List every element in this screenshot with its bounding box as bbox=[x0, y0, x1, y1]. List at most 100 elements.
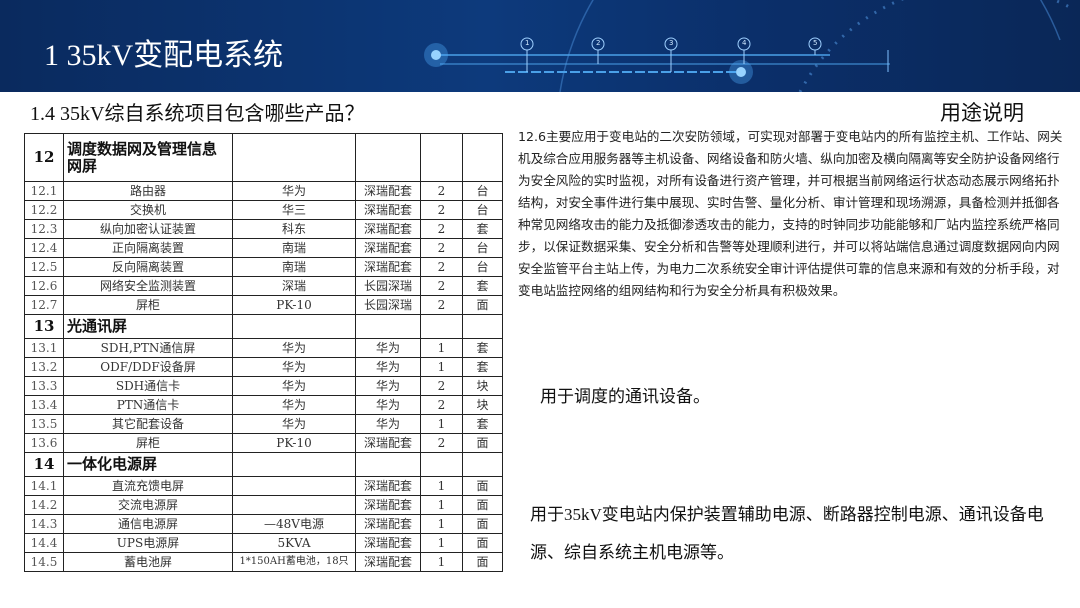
cell-u: 套 bbox=[462, 414, 503, 434]
cell-nm: 正向隔离装置 bbox=[63, 238, 233, 258]
cell-n: 14.1 bbox=[24, 476, 64, 496]
cell-u: 台 bbox=[462, 238, 503, 258]
cell-nm: 交流电源屏 bbox=[63, 495, 233, 515]
cell-br: 5KVA bbox=[232, 533, 356, 553]
section-row: 14 一体化电源屏 bbox=[24, 452, 503, 477]
cell-sp: 长园深瑞 bbox=[355, 295, 421, 315]
node-label: 2 bbox=[596, 39, 601, 47]
cell-n: 13.3 bbox=[24, 376, 64, 396]
table-row: 12.4 正向隔离装置 南瑞 深瑞配套 2 台 bbox=[24, 238, 503, 258]
cell-nm: 路由器 bbox=[63, 181, 233, 201]
cell-br bbox=[232, 476, 356, 496]
cell-u: 面 bbox=[462, 433, 503, 453]
cell-n: 12.2 bbox=[24, 200, 64, 220]
cell-nm: 交换机 bbox=[63, 200, 233, 220]
cell-sp: 深瑞配套 bbox=[355, 257, 421, 277]
cell-br: PK-10 bbox=[232, 433, 356, 453]
table-row: 13.6 屏柜 PK-10 深瑞配套 2 面 bbox=[24, 433, 503, 453]
usage-heading: 用途说明 bbox=[940, 101, 1024, 125]
cell-nm: 屏柜 bbox=[63, 433, 233, 453]
cell-u: 块 bbox=[462, 395, 503, 415]
cell-n: 12.1 bbox=[24, 181, 64, 201]
table-row: 13.1 SDH,PTN通信屏 华为 华为 1 套 bbox=[24, 338, 503, 358]
section-name: 一体化电源屏 bbox=[63, 452, 233, 477]
cell-sp: 深瑞配套 bbox=[355, 181, 421, 201]
empty-cell bbox=[355, 133, 421, 182]
cell-q: 1 bbox=[420, 495, 463, 515]
cell-br: 深瑞 bbox=[232, 276, 356, 296]
cell-u: 台 bbox=[462, 257, 503, 277]
cell-br: 南瑞 bbox=[232, 238, 356, 258]
cell-n: 12.4 bbox=[24, 238, 64, 258]
cell-q: 2 bbox=[420, 395, 463, 415]
cell-sp: 深瑞配套 bbox=[355, 200, 421, 220]
table-row: 14.1 直流充馈电屏 深瑞配套 1 面 bbox=[24, 476, 503, 496]
cell-sp: 深瑞配套 bbox=[355, 238, 421, 258]
cell-sp: 长园深瑞 bbox=[355, 276, 421, 296]
cell-n: 13.4 bbox=[24, 395, 64, 415]
empty-cell bbox=[355, 452, 421, 477]
cell-q: 2 bbox=[420, 276, 463, 296]
section-row: 12 调度数据网及管理信息网屏 bbox=[24, 133, 503, 182]
empty-cell bbox=[462, 133, 503, 182]
cell-n: 14.2 bbox=[24, 495, 64, 515]
empty-cell bbox=[420, 133, 463, 182]
empty-cell bbox=[420, 452, 463, 477]
cell-sp: 深瑞配套 bbox=[355, 514, 421, 534]
table-row: 12.5 反向隔离装置 南瑞 深瑞配套 2 台 bbox=[24, 257, 503, 277]
cell-sp: 华为 bbox=[355, 376, 421, 396]
cell-nm: SDH,PTN通信屏 bbox=[63, 338, 233, 358]
table-row: 13.2 ODF/DDF设备屏 华为 华为 1 套 bbox=[24, 357, 503, 377]
power-description: 用于35kV变电站内保护装置辅助电源、断路器控制电源、通讯设备电源、综自系统主机… bbox=[530, 505, 1044, 562]
empty-cell bbox=[232, 314, 356, 339]
empty-cell bbox=[420, 314, 463, 339]
cell-nm: ODF/DDF设备屏 bbox=[63, 357, 233, 377]
empty-cell bbox=[462, 314, 503, 339]
cell-n: 14.3 bbox=[24, 514, 64, 534]
cell-q: 2 bbox=[420, 238, 463, 258]
cell-br: 华为 bbox=[232, 181, 356, 201]
section-name: 调度数据网及管理信息网屏 bbox=[63, 133, 233, 182]
cell-u: 面 bbox=[462, 476, 503, 496]
cell-br: 华为 bbox=[232, 414, 356, 434]
cell-nm: 纵向加密认证装置 bbox=[63, 219, 233, 239]
cell-u: 套 bbox=[462, 219, 503, 239]
cell-n: 13.2 bbox=[24, 357, 64, 377]
cell-sp: 华为 bbox=[355, 338, 421, 358]
cell-sp: 华为 bbox=[355, 414, 421, 434]
cell-sp: 深瑞配套 bbox=[355, 552, 421, 572]
cell-q: 2 bbox=[420, 295, 463, 315]
cell-q: 2 bbox=[420, 376, 463, 396]
table-row: 14.3 通信电源屏 —48V电源 深瑞配套 1 面 bbox=[24, 514, 503, 534]
table-row: 14.2 交流电源屏 深瑞配套 1 面 bbox=[24, 495, 503, 515]
cell-n: 14.5 bbox=[24, 552, 64, 572]
cell-sp: 深瑞配套 bbox=[355, 495, 421, 515]
cell-q: 1 bbox=[420, 357, 463, 377]
cell-q: 1 bbox=[420, 552, 463, 572]
cell-nm: 其它配套设备 bbox=[63, 414, 233, 434]
cell-br: 南瑞 bbox=[232, 257, 356, 277]
cell-br: 1*150AH蓄电池，18只 bbox=[232, 552, 356, 572]
cell-nm: 蓄电池屏 bbox=[63, 552, 233, 572]
cell-n: 13.1 bbox=[24, 338, 64, 358]
cell-n: 12.7 bbox=[24, 295, 64, 315]
table-row: 13.4 PTN通信卡 华为 华为 2 块 bbox=[24, 395, 503, 415]
cell-br: PK-10 bbox=[232, 295, 356, 315]
cell-n: 12.5 bbox=[24, 257, 64, 277]
table-row: 14.4 UPS电源屏 5KVA 深瑞配套 1 面 bbox=[24, 533, 503, 553]
section-number: 12 bbox=[24, 133, 64, 182]
cell-nm: 网络安全监测装置 bbox=[63, 276, 233, 296]
cell-u: 台 bbox=[462, 200, 503, 220]
node-label: 4 bbox=[742, 39, 747, 47]
cell-q: 2 bbox=[420, 181, 463, 201]
cell-br: 华为 bbox=[232, 395, 356, 415]
section-subtitle: 1.4 35kV综自系统项目包含哪些产品？ bbox=[30, 103, 365, 125]
cell-n: 13.6 bbox=[24, 433, 64, 453]
cell-br bbox=[232, 495, 356, 515]
cell-sp: 深瑞配套 bbox=[355, 219, 421, 239]
cell-nm: SDH通信卡 bbox=[63, 376, 233, 396]
cell-br: 华为 bbox=[232, 357, 356, 377]
cell-q: 2 bbox=[420, 257, 463, 277]
cell-sp: 深瑞配套 bbox=[355, 433, 421, 453]
cell-sp: 深瑞配套 bbox=[355, 533, 421, 553]
